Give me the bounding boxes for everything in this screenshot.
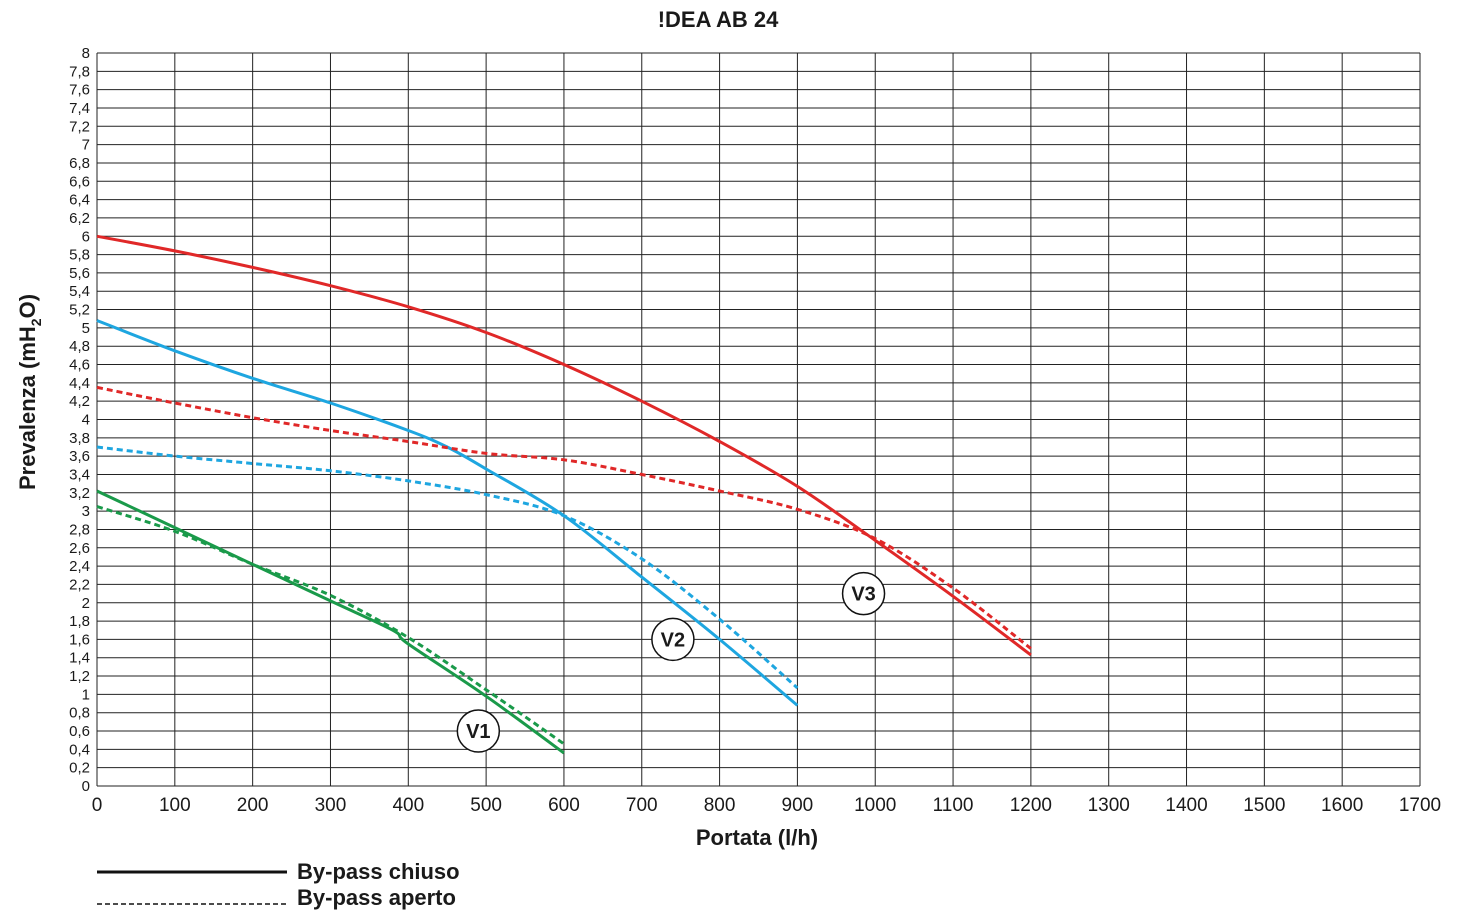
curve-label-v3-circle — [841, 571, 886, 616]
y-tick-label: 4,4 — [69, 375, 90, 392]
x-tick-label: 0 — [92, 795, 103, 816]
x-tick-label: 1000 — [854, 795, 896, 816]
y-tick-label: 0,4 — [69, 741, 90, 758]
y-tick-label: 1 — [82, 686, 90, 703]
y-tick-label: 7,4 — [69, 100, 90, 117]
x-tick-label: 1100 — [933, 795, 974, 816]
y-tick-label: 3,8 — [69, 430, 90, 447]
y-axis-ticks: 00,20,40,60,811,21,41,61,822,22,42,62,83… — [69, 45, 90, 795]
curve-label-v1-circle — [456, 709, 501, 753]
y-tick-label: 8 — [82, 45, 90, 62]
chart-grid — [96, 52, 1421, 787]
y-axis-label: Prevalenza (mH2O) — [15, 294, 44, 490]
x-axis-label: Portata (l/h) — [696, 825, 818, 850]
y-tick-label: 2,8 — [69, 521, 90, 538]
y-tick-label: 0,8 — [69, 705, 90, 722]
legend-dashed-label: By-pass aperto — [297, 885, 456, 910]
y-tick-label: 6,2 — [69, 210, 90, 227]
x-tick-label: 1200 — [1010, 795, 1052, 816]
curve-label-v1: V1 — [466, 721, 490, 743]
y-tick-label: 5,6 — [69, 265, 90, 282]
y-tick-label: 2,2 — [69, 576, 90, 593]
y-tick-label: 7,6 — [69, 82, 90, 99]
y-tick-label: 6 — [82, 228, 90, 245]
y-tick-label: 2 — [82, 595, 90, 612]
series-v1-bypass-open-line — [96, 505, 565, 746]
curve-labels: V1 V2 V3 — [456, 571, 886, 753]
series-group — [96, 234, 1032, 755]
x-tick-label: 700 — [626, 795, 658, 816]
y-tick-label: 3 — [82, 503, 90, 520]
y-tick-label: 5,4 — [69, 283, 90, 300]
x-tick-label: 1700 — [1399, 795, 1441, 816]
y-tick-label: 0 — [82, 778, 90, 795]
curve-label-v2: V2 — [661, 629, 685, 651]
y-tick-label: 0,6 — [69, 723, 90, 740]
x-tick-label: 1300 — [1088, 795, 1130, 816]
x-tick-label: 200 — [237, 795, 269, 816]
x-tick-label: 800 — [704, 795, 736, 816]
y-tick-label: 4,8 — [69, 338, 90, 355]
y-tick-label: 3,6 — [69, 448, 90, 465]
legend-solid-label: By-pass chiuso — [297, 859, 460, 884]
y-tick-label: 6,8 — [69, 155, 90, 172]
x-tick-label: 600 — [548, 795, 580, 816]
y-tick-label: 7 — [82, 137, 90, 154]
y-tick-label: 2,6 — [69, 540, 90, 557]
y-tick-label: 1,8 — [69, 613, 90, 630]
y-tick-label: 0,2 — [69, 760, 90, 777]
x-tick-label: 500 — [470, 795, 502, 816]
curve-label-v2-circle — [651, 617, 695, 662]
curve-label-v3: V3 — [851, 584, 875, 606]
y-tick-label: 1,2 — [69, 668, 90, 685]
x-tick-label: 1400 — [1165, 795, 1207, 816]
x-tick-label: 900 — [782, 795, 814, 816]
legend: By-pass chiuso By-pass aperto — [97, 859, 460, 910]
y-tick-label: 6,4 — [69, 192, 90, 209]
y-tick-label: 3,4 — [69, 466, 90, 483]
series-v1-bypass-closed-line — [96, 489, 565, 755]
y-tick-label: 5,8 — [69, 247, 90, 264]
y-tick-label: 4,6 — [69, 357, 90, 374]
y-tick-label: 1,6 — [69, 631, 90, 648]
y-tick-label: 5 — [82, 320, 90, 337]
y-tick-label: 5,2 — [69, 302, 90, 319]
x-tick-label: 300 — [315, 795, 347, 816]
series-v2-bypass-open-line — [96, 445, 799, 690]
x-tick-label: 1500 — [1243, 795, 1285, 816]
y-tick-label: 1,4 — [69, 650, 90, 667]
y-tick-label: 7,2 — [69, 118, 90, 135]
y-tick-label: 4 — [82, 412, 90, 429]
x-axis-ticks: 0 100 200 300 400 500 600 700 800 900 1000 1100 1200… — [92, 795, 1441, 816]
x-tick-label: 1600 — [1321, 795, 1363, 816]
y-tick-label: 7,8 — [69, 63, 90, 80]
x-tick-label: 400 — [392, 795, 424, 816]
y-tick-label: 4,2 — [69, 393, 90, 410]
chart-title: !DEA AB 24 — [658, 7, 779, 32]
x-tick-label: 100 — [159, 795, 191, 816]
series-v3-bypass-closed-line — [96, 234, 1032, 657]
y-tick-label: 3,2 — [69, 485, 90, 502]
y-tick-label: 2,4 — [69, 558, 90, 575]
y-tick-label: 6,6 — [69, 173, 90, 190]
